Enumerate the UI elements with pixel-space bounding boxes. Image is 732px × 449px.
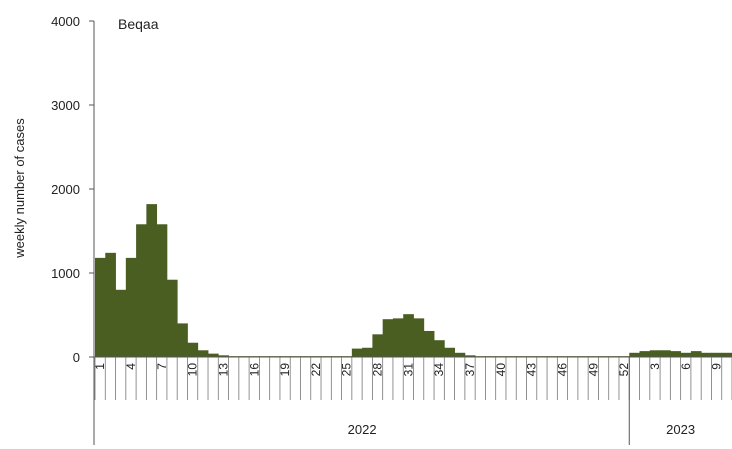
- x-tick-label: 10: [186, 363, 200, 377]
- bar: [701, 352, 712, 357]
- x-tick-label: 16: [247, 363, 261, 377]
- bar: [136, 224, 147, 357]
- y-axis: 0 1000 2000 3000 4000: [51, 14, 95, 365]
- x-tick-label: 28: [371, 363, 385, 377]
- bar: [639, 351, 651, 357]
- bar: [690, 351, 702, 357]
- bar: [413, 318, 425, 357]
- x-tick-label: 34: [432, 363, 446, 377]
- bar: [156, 224, 168, 357]
- bars: [95, 204, 732, 357]
- bar: [444, 347, 455, 357]
- x-tick-label: 46: [555, 363, 569, 377]
- bar: [146, 204, 158, 357]
- bar: [125, 257, 137, 357]
- bar: [649, 350, 661, 357]
- year-label: 2022: [348, 422, 377, 437]
- y-tick-label: 0: [73, 350, 80, 365]
- x-tick-label: 37: [463, 363, 477, 377]
- bar: [434, 340, 445, 357]
- x-tick-label: 19: [278, 363, 292, 377]
- bar: [197, 350, 209, 357]
- x-tick-label: 1: [93, 363, 107, 370]
- bar: [95, 257, 106, 357]
- x-tick-label: 52: [617, 363, 631, 377]
- bar: [670, 351, 682, 357]
- x-tick-label: 4: [124, 363, 138, 370]
- x-tick-label: 25: [340, 363, 354, 377]
- bar: [362, 347, 373, 357]
- bar: [464, 355, 476, 357]
- bar: [721, 352, 732, 357]
- bar: [351, 348, 363, 357]
- bar: [711, 352, 723, 357]
- x-tick-label: 43: [525, 363, 539, 377]
- bar: [454, 352, 466, 357]
- bar: [105, 252, 116, 357]
- y-tick-label: 3000: [51, 98, 80, 113]
- bar: [392, 318, 404, 357]
- year-label: 2023: [666, 422, 695, 437]
- x-tick-label: 3: [648, 363, 662, 370]
- x-axis: 1 4 7 10 13 16 19 22 25 28 31 34 37 40 43 46 49 52 3 6 9 2022…: [93, 356, 732, 445]
- bar: [680, 352, 692, 357]
- bar: [382, 319, 394, 357]
- y-axis-label: weekly number of cases: [12, 118, 27, 259]
- y-tick-label: 4000: [51, 14, 80, 29]
- bar: [423, 330, 435, 357]
- y-tick-label: 1000: [51, 266, 80, 281]
- x-tick-label: 31: [401, 363, 415, 377]
- x-tick-label: 7: [155, 363, 169, 370]
- x-tick-label: 49: [586, 363, 600, 377]
- panel-title: Beqaa: [118, 16, 159, 32]
- x-tick-label: 40: [494, 363, 508, 377]
- bar: [208, 353, 219, 357]
- x-tick-label: 13: [216, 363, 230, 377]
- bar: [218, 355, 229, 357]
- bar: [166, 279, 178, 357]
- bar: [177, 323, 188, 357]
- bar: [403, 314, 414, 357]
- x-tick-label: 6: [679, 363, 693, 370]
- bar: [372, 334, 384, 357]
- x-tick-label: 22: [309, 363, 323, 377]
- bar: [187, 342, 199, 357]
- x-tick-label: 9: [710, 363, 724, 370]
- bar: [660, 350, 671, 357]
- bar: [629, 352, 640, 357]
- bar: [115, 289, 127, 357]
- y-tick-label: 2000: [51, 182, 80, 197]
